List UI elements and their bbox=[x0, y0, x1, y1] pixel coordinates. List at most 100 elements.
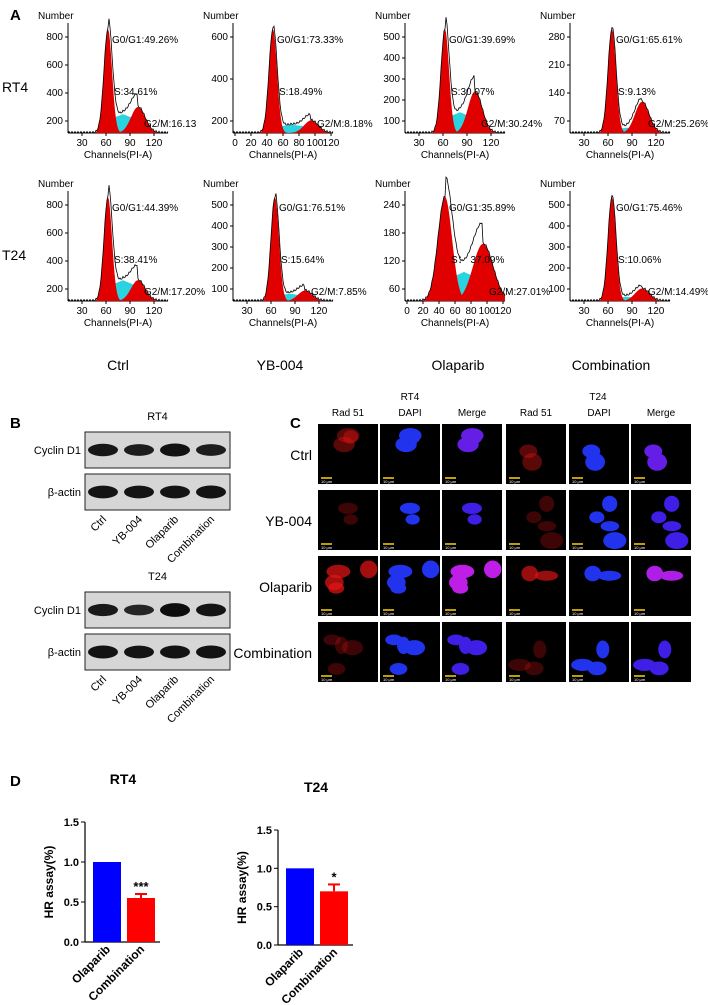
c-channel-header: Rad 51 bbox=[520, 408, 553, 419]
a-0-3-ytick-label: 140 bbox=[548, 88, 565, 99]
a-0-3-histogram-outline bbox=[569, 26, 671, 134]
c-dapi-nucleus bbox=[422, 560, 440, 579]
a-0-1-s-label: S:18.49% bbox=[279, 87, 322, 98]
blot-1-lane-label: Ctrl bbox=[89, 674, 110, 695]
blot-1-band bbox=[196, 645, 226, 659]
blot-1-band bbox=[124, 604, 154, 616]
c-rad51-nucleus bbox=[343, 514, 358, 525]
c-scale-label: 10 μm bbox=[321, 545, 333, 550]
a-1-2-ytick-label: 180 bbox=[383, 228, 400, 239]
c-scale-label: 10 μm bbox=[445, 677, 457, 682]
c-rad51-nucleus bbox=[326, 564, 351, 579]
blot-0-band bbox=[88, 485, 118, 499]
c-scale-label: 10 μm bbox=[634, 545, 646, 550]
a-1-2-g2-label: G2/M:27.01% bbox=[489, 287, 550, 298]
condition-combination: Combination bbox=[572, 357, 651, 373]
c-rad51-nucleus bbox=[521, 565, 539, 582]
c-rad51-nucleus bbox=[522, 453, 543, 471]
a-1-3-xtick-label: 30 bbox=[578, 306, 590, 317]
a-1-3-ytick-label: 400 bbox=[548, 221, 565, 232]
a-0-2-x-title: Channels(PI-A) bbox=[421, 150, 489, 161]
panel-label-c: C bbox=[290, 415, 301, 432]
blot-0-band bbox=[88, 443, 118, 457]
a-0-2-s-label: S:30.07% bbox=[451, 87, 494, 98]
a-0-2-xtick-label: 90 bbox=[461, 138, 473, 149]
c-scale-label: 10 μm bbox=[572, 479, 584, 484]
c-merge-nucleus bbox=[644, 444, 663, 459]
blot-1-band-label: Cyclin D1 bbox=[34, 605, 81, 617]
d-0-ytick-label: 1.0 bbox=[64, 857, 79, 869]
d-1-ytick-label: 1.0 bbox=[257, 863, 272, 875]
a-1-0-s-phase-area bbox=[68, 280, 168, 301]
a-0-3-ytick-label: 210 bbox=[548, 60, 565, 71]
a-0-1-xtick-label: 20 bbox=[245, 138, 257, 149]
c-merge-nucleus bbox=[662, 521, 682, 532]
c-rad51-nucleus bbox=[333, 436, 355, 453]
d-1-ytick-label: 1.5 bbox=[257, 825, 272, 837]
a-0-3-g1-label: G0/G1:65.61% bbox=[616, 35, 682, 46]
c-scale-label: 10 μm bbox=[445, 545, 457, 550]
a-0-1-xtick-label: 0 bbox=[232, 138, 238, 149]
a-1-2-ytick-label: 240 bbox=[383, 200, 400, 211]
c-scale-label: 10 μm bbox=[634, 611, 646, 616]
a-1-0-y-title: Number bbox=[38, 179, 74, 190]
a-1-3-g2-label: G2/M:14.49% bbox=[648, 287, 708, 298]
a-1-1-g1-label: G0/G1:76.51% bbox=[279, 203, 345, 214]
c-dapi-nucleus bbox=[395, 436, 417, 453]
a-0-0-xtick-label: 90 bbox=[124, 138, 136, 149]
a-1-2-x-title: Channels(PI-A) bbox=[421, 318, 489, 329]
a-0-2-g2-peak-area bbox=[405, 91, 505, 133]
c-merge-nucleus bbox=[484, 560, 502, 579]
c-rad51-nucleus bbox=[537, 521, 557, 532]
c-row-label: YB-004 bbox=[265, 513, 312, 529]
a-1-1-g2-label: G2/M:7.85% bbox=[311, 287, 367, 298]
a-1-3-g2-peak-area bbox=[570, 288, 670, 301]
a-0-3-ytick-label: 280 bbox=[548, 32, 565, 43]
blot-0-band bbox=[160, 485, 190, 499]
a-1-3-ytick-label: 500 bbox=[548, 200, 565, 211]
c-merge-nucleus bbox=[447, 634, 465, 646]
a-0-2-y-title: Number bbox=[375, 11, 411, 22]
a-1-0-g1-label: G0/G1:44.39% bbox=[112, 203, 178, 214]
d-1-bar-1 bbox=[320, 891, 348, 945]
a-0-3-xtick-label: 60 bbox=[602, 138, 614, 149]
blot-1-band bbox=[160, 645, 190, 659]
a-0-1-histogram-outline bbox=[232, 25, 334, 134]
c-scale-label: 10 μm bbox=[383, 677, 395, 682]
c-rad51-nucleus bbox=[360, 560, 378, 579]
a-1-0-ytick-label: 200 bbox=[46, 284, 63, 295]
a-0-1-y-title: Number bbox=[203, 11, 239, 22]
c-row-label: Combination bbox=[233, 645, 312, 661]
c-rad51-nucleus bbox=[526, 511, 542, 524]
a-1-1-ytick-label: 100 bbox=[211, 284, 228, 295]
a-1-2-xtick-label: 40 bbox=[433, 306, 445, 317]
a-0-2-ytick-label: 400 bbox=[383, 53, 400, 64]
a-1-3-ytick-label: 300 bbox=[548, 242, 565, 253]
c-rad51-nucleus bbox=[534, 570, 559, 581]
blot-1-title: T24 bbox=[148, 571, 167, 583]
a-0-3-x-title: Channels(PI-A) bbox=[586, 150, 654, 161]
blot-0-title: RT4 bbox=[147, 411, 168, 423]
c-scale-label: 10 μm bbox=[321, 479, 333, 484]
a-0-1-ytick-label: 600 bbox=[211, 32, 228, 43]
a-0-1-xtick-label: 60 bbox=[277, 138, 289, 149]
c-scale-label: 10 μm bbox=[634, 479, 646, 484]
blot-0-lane-label: YB-004 bbox=[111, 514, 145, 548]
c-scale-label: 10 μm bbox=[509, 479, 521, 484]
a-0-1-xtick-label: 80 bbox=[293, 138, 305, 149]
c-rad51-nucleus bbox=[533, 640, 547, 659]
condition-ctrl: Ctrl bbox=[107, 357, 129, 373]
c-dapi-nucleus bbox=[399, 502, 420, 514]
c-image-tile bbox=[506, 622, 566, 682]
a-1-1-x-title: Channels(PI-A) bbox=[249, 318, 317, 329]
a-1-3-ytick-label: 200 bbox=[548, 263, 565, 274]
a-0-2-xtick-label: 30 bbox=[413, 138, 425, 149]
blot-1-band-label: β-actin bbox=[48, 647, 81, 659]
a-1-0-ytick-label: 400 bbox=[46, 256, 63, 267]
c-merge-nucleus bbox=[450, 564, 475, 579]
a-0-3-s-label: S:9.13% bbox=[618, 87, 656, 98]
a-1-1-ytick-label: 500 bbox=[211, 200, 228, 211]
c-rad51-nucleus bbox=[519, 444, 538, 459]
a-1-0-g2-peak-area bbox=[68, 280, 168, 301]
c-dapi-nucleus bbox=[389, 662, 408, 675]
